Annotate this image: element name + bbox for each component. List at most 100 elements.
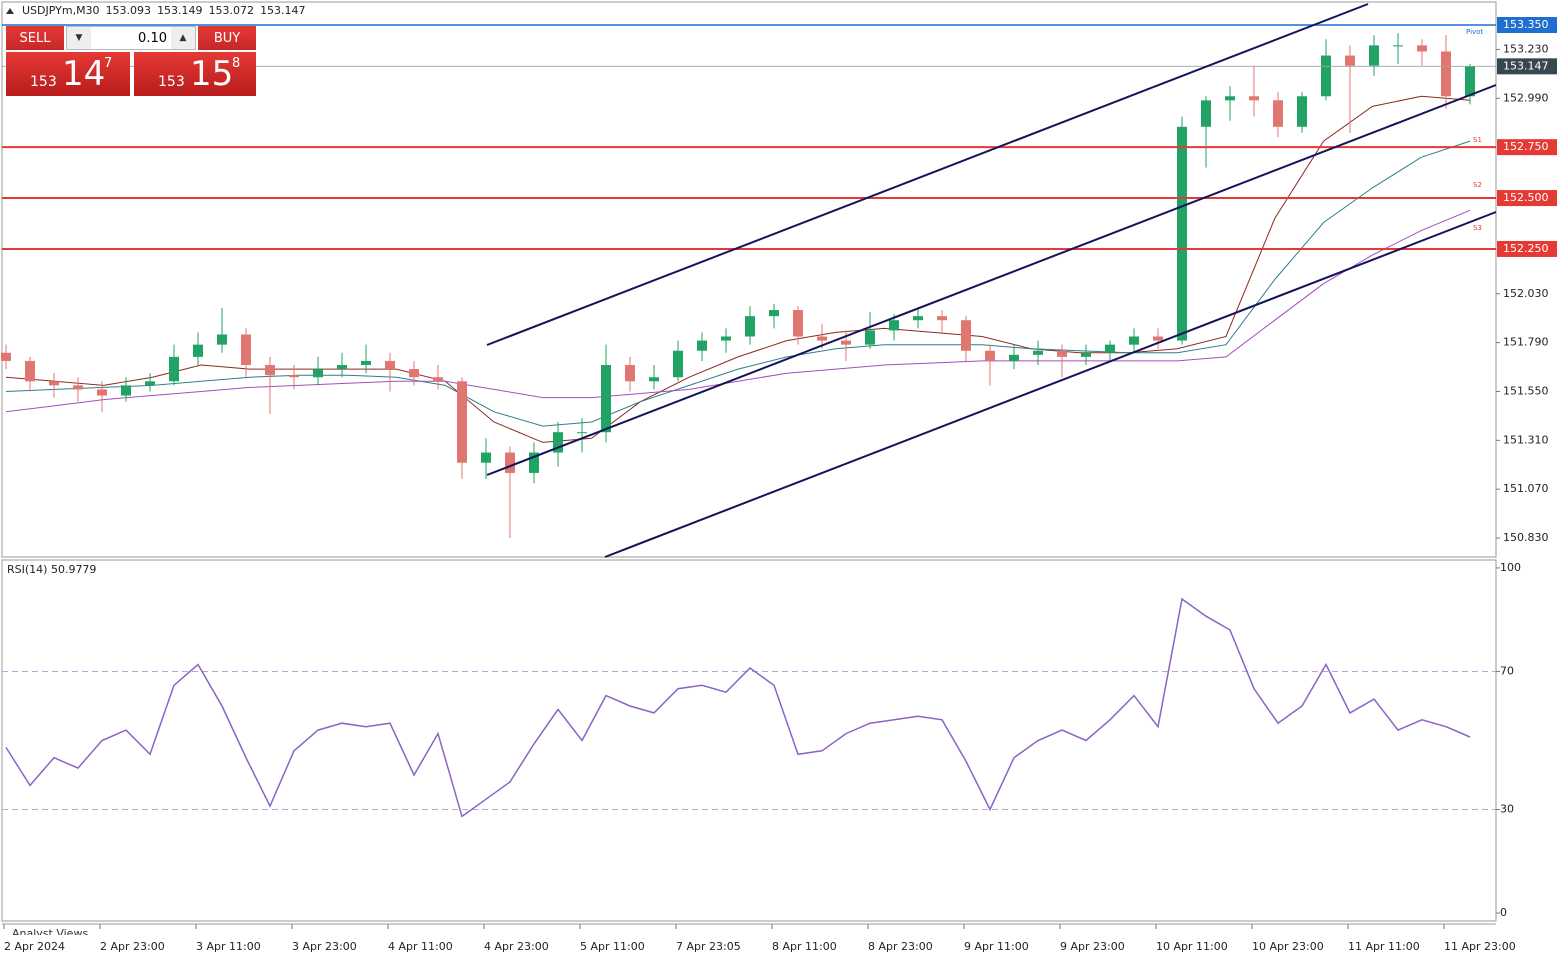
candle-body	[721, 336, 731, 341]
pivot-annotation: S2	[1473, 181, 1482, 189]
lot-value[interactable]: 0.10	[138, 30, 167, 46]
price-level-label: 152.750	[1503, 140, 1549, 153]
candle-body	[553, 432, 563, 453]
candle-body	[1057, 350, 1067, 357]
bid-point: 7	[104, 56, 113, 71]
lot-up[interactable]: ▲	[171, 27, 195, 49]
moving-average	[5, 95, 1471, 443]
lot-input[interactable]: ▼ 0.10 ▲	[66, 26, 196, 50]
candle-body	[289, 375, 299, 378]
candle-body	[1345, 55, 1355, 66]
x-tick-label: 5 Apr 11:00	[580, 940, 645, 953]
candle-body	[913, 316, 923, 321]
price-panel	[1, 1, 1497, 558]
candle-body	[73, 385, 83, 390]
y-tick-label: 151.550	[1503, 384, 1549, 397]
rsi-panel	[1, 559, 1497, 922]
candle-body	[1273, 100, 1283, 127]
candle-body	[265, 365, 275, 376]
candle-body	[769, 310, 779, 317]
price-level-tag	[1497, 139, 1557, 156]
quote: 153.149	[157, 4, 203, 17]
candle-body	[385, 360, 395, 370]
x-tick-label: 8 Apr 11:00	[772, 940, 837, 953]
y-tick-label: 70	[1500, 664, 1514, 677]
candle-body	[1, 352, 11, 361]
rsi-line	[5, 597, 1471, 818]
candle-body	[1081, 352, 1091, 357]
moving-average	[5, 140, 1471, 427]
channel-middle	[486, 84, 1497, 476]
symbol: USDJPYm,M30	[22, 4, 100, 17]
y-tick-label: 152.030	[1503, 287, 1549, 300]
candle-body	[1249, 96, 1259, 101]
moving-average	[5, 209, 1471, 413]
candle-body	[1393, 45, 1403, 47]
candle-body	[985, 350, 995, 361]
quote: 153.093	[105, 4, 152, 17]
symbol-header: USDJPYm,M30 153.093 153.149 153.072 153.…	[6, 4, 306, 17]
candle-body	[121, 385, 131, 396]
ask-point: 8	[232, 56, 241, 71]
y-tick-label: 150.830	[1503, 531, 1549, 544]
candle-body	[49, 381, 59, 386]
y-tick-label: 153.230	[1503, 42, 1549, 55]
candle-body	[145, 381, 155, 386]
candle-body	[649, 377, 659, 382]
channel	[486, 3, 1497, 558]
candle-body	[25, 360, 35, 382]
y-tick-label: 100	[1500, 561, 1521, 574]
candle-body	[169, 356, 179, 382]
candle-body	[193, 344, 203, 357]
candle-body	[1369, 45, 1379, 66]
candle-body	[961, 320, 971, 351]
x-tick-label: 3 Apr 23:00	[292, 940, 357, 953]
candle-body	[697, 340, 707, 351]
candle-body	[1441, 51, 1451, 97]
bid-price[interactable]: 153 14 7	[6, 52, 130, 96]
ask-price[interactable]: 153 15 8	[134, 52, 256, 96]
candle-body	[937, 316, 947, 321]
y-tick-label: 151.070	[1503, 482, 1549, 495]
candle-body	[433, 377, 443, 382]
candle-body	[577, 432, 587, 434]
channel-upper	[486, 3, 1369, 346]
candle-body	[1321, 55, 1331, 97]
x-tick-label: 10 Apr 11:00	[1156, 940, 1228, 953]
candle-body	[505, 452, 515, 473]
x-tick-label: 4 Apr 11:00	[388, 940, 453, 953]
x-tick-label: 10 Apr 23:00	[1252, 940, 1324, 953]
candle-body	[1297, 96, 1307, 127]
candle-body	[1225, 96, 1235, 101]
channel-lower	[604, 211, 1497, 558]
ask-pips: 15	[190, 54, 234, 94]
candle-body	[409, 369, 419, 378]
x-tick-label: 3 Apr 11:00	[196, 940, 261, 953]
buy-button[interactable]: BUY	[198, 26, 256, 50]
ask-big: 153	[158, 74, 185, 90]
lot-down[interactable]: ▼	[67, 27, 91, 49]
x-tick-label: 8 Apr 23:00	[868, 940, 933, 953]
rsi-layer: 100 70 30 0	[2, 561, 1521, 919]
analyst-views[interactable]: Analyst Views	[12, 927, 89, 935]
x-tick-label: 4 Apr 23:00	[484, 940, 549, 953]
x-tick-label: 9 Apr 11:00	[964, 940, 1029, 953]
sell-button[interactable]: SELL	[6, 26, 64, 50]
price-level-label: 152.500	[1503, 191, 1549, 204]
collapse-icon[interactable]	[6, 7, 14, 14]
price-level-tag	[1497, 17, 1557, 34]
candle-body	[1417, 45, 1427, 52]
candle-body	[361, 360, 371, 366]
rsi-title: RSI(14) 50.9779	[7, 563, 96, 576]
candle-body	[793, 310, 803, 337]
y-tick-label: 151.310	[1503, 433, 1549, 446]
price-level-tag	[1497, 58, 1557, 75]
candle-body	[457, 381, 467, 463]
price-level-label: 153.147	[1503, 59, 1549, 72]
candle-body	[841, 340, 851, 345]
candle-body	[865, 330, 875, 345]
candle-body	[481, 452, 491, 463]
candle-body	[673, 350, 683, 378]
candle-body	[1105, 344, 1115, 353]
